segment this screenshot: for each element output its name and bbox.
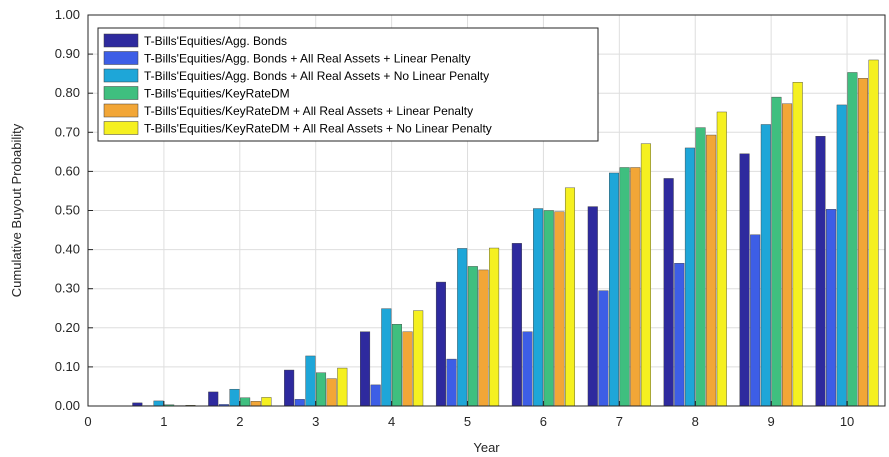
bar-year-3-series-1 [284,369,295,407]
bar-year-6-series-3 [533,208,544,407]
bar-year-8-series-1 [663,178,674,407]
y-tick-label: 0.60 [55,163,80,178]
y-tick-label: 0.50 [55,203,80,218]
bar-year-6-series-4 [543,210,554,407]
legend-entry: T-Bills'Equities/KeyRateDM [144,87,290,101]
bar-year-2-series-4 [240,397,251,407]
bar-year-4-series-5 [402,331,413,407]
x-tick-label: 1 [160,414,167,429]
bar-year-2-series-6 [261,397,272,407]
y-tick-label: 0.20 [55,320,80,335]
x-axis-label: Year [473,440,500,455]
bar-year-6-series-5 [554,211,565,407]
bar-year-10-series-2 [826,209,837,407]
bar-year-3-series-2 [294,399,305,407]
y-tick-label: 1.00 [55,7,80,22]
bar-year-9-series-2 [750,234,761,407]
bar-year-3-series-6 [337,367,348,407]
x-tick-label: 3 [312,414,319,429]
x-tick-label: 4 [388,414,395,429]
bar-year-5-series-1 [435,281,446,407]
legend-swatch [103,121,139,135]
bar-year-3-series-5 [326,378,337,407]
x-tick-label: 9 [768,414,775,429]
bar-year-6-series-2 [522,331,533,407]
x-axis-ticks: 0 1 2 3 4 5 6 7 8 9 10 [84,401,854,429]
bar-year-8-series-4 [695,127,706,407]
bar-year-5-series-3 [457,248,468,407]
bar-year-8-series-5 [706,134,717,407]
bar-year-7-series-6 [640,143,651,407]
legend-entry: T-Bills'Equities/Agg. Bonds + All Real A… [144,52,470,66]
bar-year-10-series-4 [847,72,858,407]
bar-year-3-series-4 [316,372,327,407]
legend-entry: T-Bills'Equities/Agg. Bonds [144,34,287,48]
y-tick-label: 0.30 [55,281,80,296]
x-tick-label: 0 [84,414,91,429]
bar-year-2-series-3 [229,388,240,407]
bar-year-1-series-3 [153,400,164,407]
bar-year-5-series-4 [467,266,478,407]
y-tick-label: 0.10 [55,359,80,374]
bar-year-10-series-1 [815,136,826,407]
bar-year-5-series-6 [489,247,500,407]
bar-year-9-series-3 [760,124,771,407]
y-axis-label: Cumulative Buyout Probability [9,123,24,297]
bar-year-10-series-3 [836,104,847,407]
x-tick-label: 2 [236,414,243,429]
bar-year-8-series-6 [716,111,727,407]
bar-year-8-series-3 [684,147,695,407]
bar-year-4-series-6 [413,310,424,407]
bar-year-2-series-1 [208,391,219,407]
bar-year-7-series-2 [598,290,609,407]
bar-year-9-series-5 [782,103,793,407]
x-tick-label: 8 [692,414,699,429]
y-tick-label: 0.00 [55,398,80,413]
bar-year-10-series-5 [857,78,869,407]
x-tick-label: 10 [840,414,854,429]
bar-year-7-series-5 [630,167,641,407]
bar-year-4-series-2 [370,384,381,407]
bar-year-5-series-2 [446,358,457,407]
legend: T-Bills'Equities/Agg. Bonds T-Bills'Equit… [97,27,599,142]
legend-swatch [103,103,139,118]
legend-box [97,27,599,142]
x-tick-label: 7 [616,414,623,429]
bar-year-4-series-1 [360,331,371,407]
bar-year-6-series-1 [511,243,522,407]
bar-year-4-series-4 [391,324,402,407]
legend-swatch [103,86,139,100]
y-tick-label: 0.40 [55,242,80,257]
y-tick-label: 0.80 [55,85,80,100]
bar-year-7-series-1 [587,206,598,407]
bar-year-9-series-4 [771,96,782,407]
bar-year-4-series-3 [381,308,392,407]
bar-year-8-series-2 [674,263,685,407]
bar-year-9-series-6 [792,82,803,407]
x-tick-label: 6 [540,414,547,429]
legend-swatch [103,68,139,83]
bar-year-2-series-5 [250,401,261,407]
bar-year-10-series-6 [868,59,879,407]
bar-year-9-series-1 [739,153,750,407]
legend-swatch [103,51,139,65]
bar-year-6-series-6 [564,187,576,407]
y-tick-label: 0.70 [55,124,80,139]
bar-year-7-series-3 [609,172,620,407]
legend-entry: T-Bills'Equities/KeyRateDM + All Real As… [144,104,473,118]
legend-swatch [103,33,139,48]
bar-year-5-series-5 [478,269,489,407]
y-tick-label: 0.90 [55,46,80,61]
legend-entry: T-Bills'Equities/KeyRateDM + All Real As… [144,122,492,136]
bars [132,59,879,407]
bar-year-7-series-4 [619,167,630,407]
y-axis-ticks: 0.00 0.10 0.20 0.30 0.40 0.50 0.60 0.70 0.80 0.90… [55,7,93,413]
bar-year-3-series-3 [305,355,316,407]
legend-entry: T-Bills'Equities/Agg. Bonds + All Real A… [144,69,489,83]
x-tick-label: 5 [464,414,471,429]
